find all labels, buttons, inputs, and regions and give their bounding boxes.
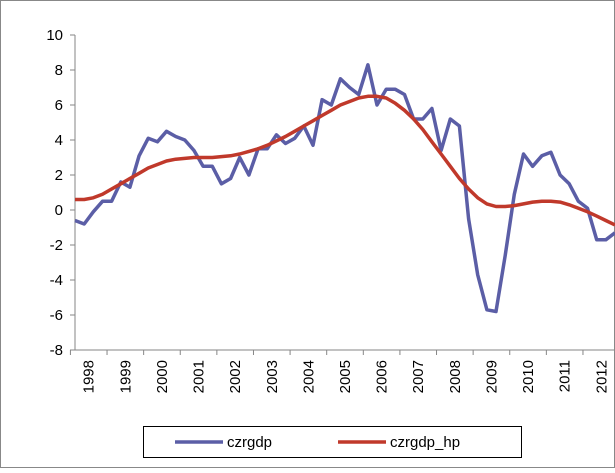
y-tick-label: -4 bbox=[50, 272, 63, 289]
x-tick-label: 1998 bbox=[81, 360, 98, 393]
x-tick-label: 2010 bbox=[520, 360, 537, 393]
y-tick-label: 0 bbox=[55, 202, 63, 219]
series-line bbox=[74, 63, 615, 314]
y-tick-label: 4 bbox=[55, 132, 63, 149]
x-tick-label: 2005 bbox=[337, 360, 354, 393]
x-tick-label: 2003 bbox=[264, 360, 281, 393]
x-tick-label: 2007 bbox=[410, 360, 427, 393]
x-tick-label: 2000 bbox=[154, 360, 171, 393]
legend-label: czrgdp bbox=[227, 434, 272, 451]
x-tick-label: 2002 bbox=[227, 360, 244, 393]
y-tick-label: -8 bbox=[50, 342, 63, 359]
y-tick-label: 8 bbox=[55, 62, 63, 79]
legend-label: czrgdp_hp bbox=[390, 434, 460, 451]
series-line bbox=[75, 94, 615, 227]
x-tick-label: 2001 bbox=[191, 360, 208, 393]
x-tick-label: 2011 bbox=[557, 360, 574, 392]
y-tick-label: -2 bbox=[50, 237, 63, 254]
x-tick-label: 2012 bbox=[593, 360, 610, 393]
y-tick-label: -6 bbox=[50, 307, 63, 324]
y-tick-label: 6 bbox=[55, 97, 63, 114]
y-tick-label: 10 bbox=[46, 27, 63, 44]
x-tick-label: 2009 bbox=[483, 360, 500, 393]
x-tick-label: 1999 bbox=[117, 360, 134, 393]
x-tick-label: 2004 bbox=[300, 360, 317, 393]
x-tick-label: 2006 bbox=[374, 360, 391, 393]
y-tick-label: 2 bbox=[55, 167, 63, 184]
x-tick-label: 2008 bbox=[447, 360, 464, 393]
